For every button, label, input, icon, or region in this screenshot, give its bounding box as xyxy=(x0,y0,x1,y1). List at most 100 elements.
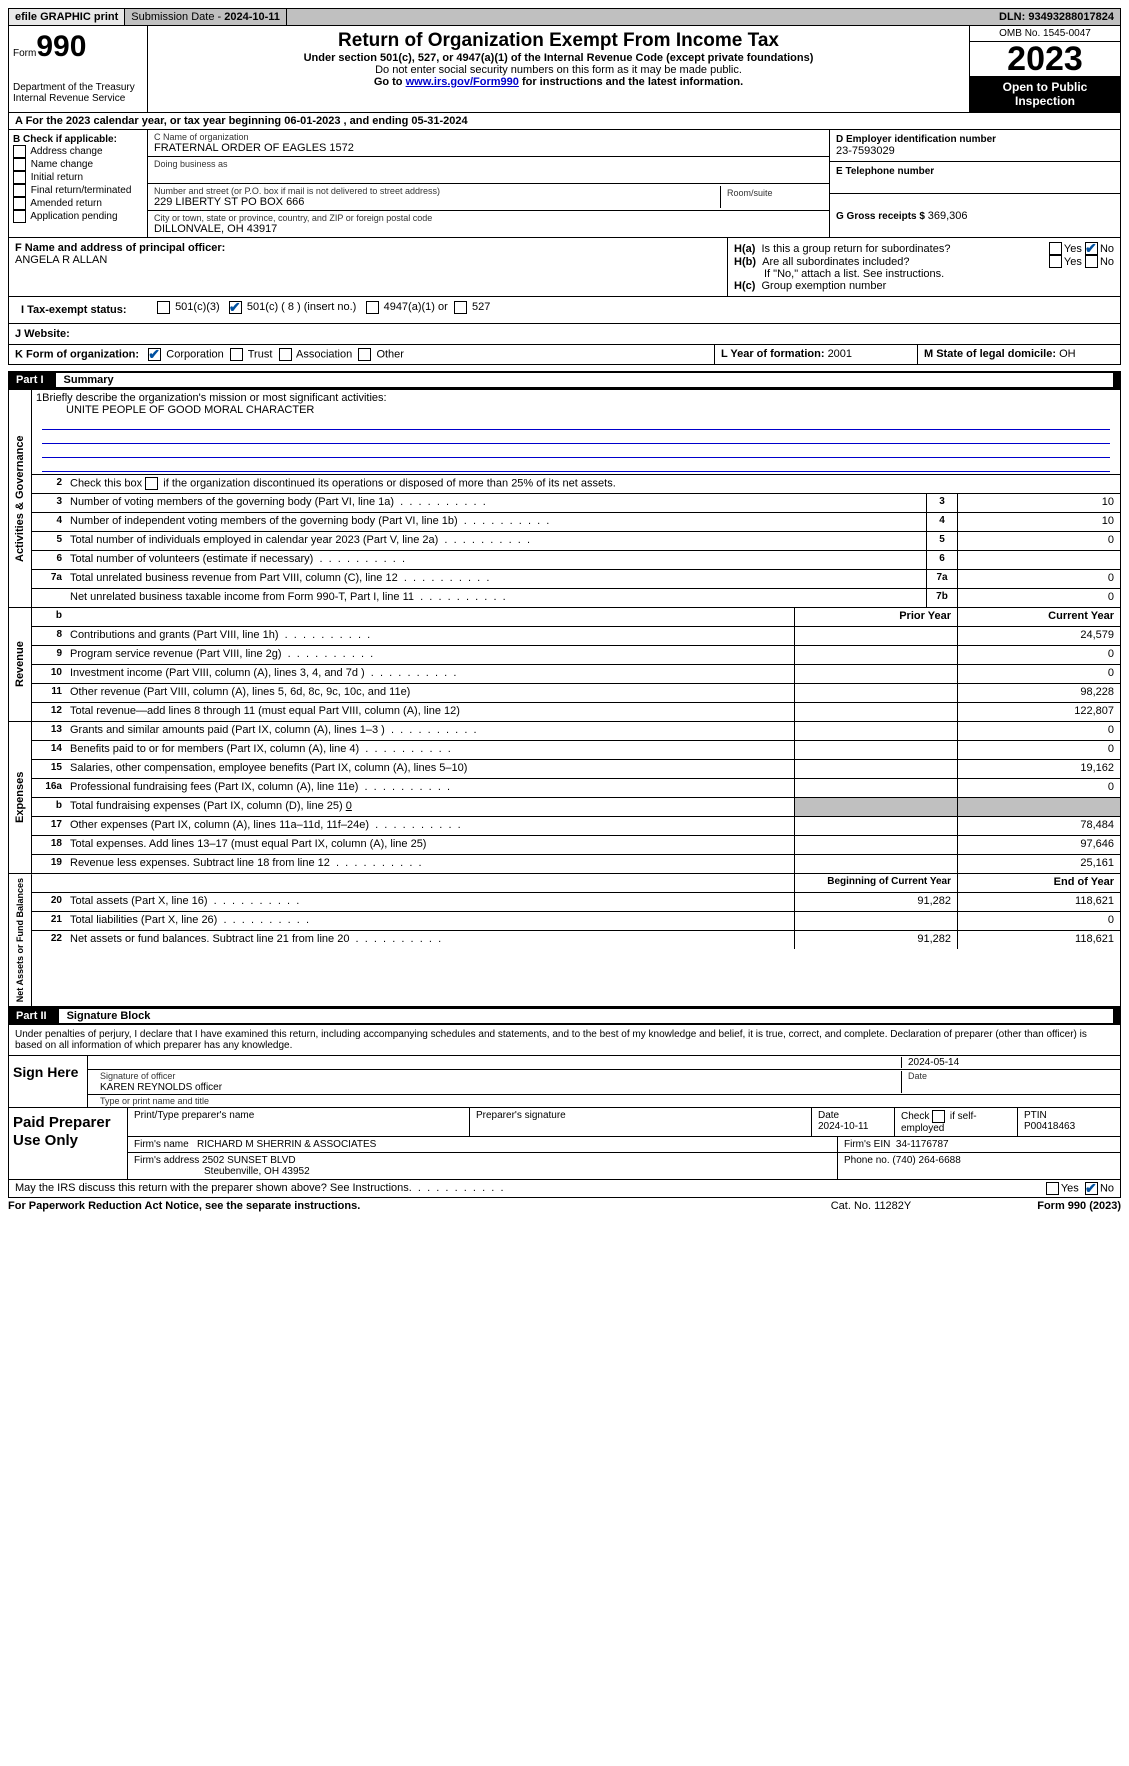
cb-initial-return[interactable]: Initial return xyxy=(13,171,143,184)
sig-declare: Under penalties of perjury, I declare th… xyxy=(9,1025,1120,1055)
prep-date: 2024-10-11 xyxy=(818,1121,868,1132)
cb-4947[interactable] xyxy=(366,301,379,314)
form-header: Form990 Department of the Treasury Inter… xyxy=(8,26,1121,113)
line-7b-val: 0 xyxy=(957,589,1120,607)
side-label-governance: Activities & Governance xyxy=(9,390,32,607)
cb-amended[interactable]: Amended return xyxy=(13,197,143,210)
top-bar: efile GRAPHIC print Submission Date - 20… xyxy=(8,8,1121,26)
box-d: D Employer identification number 23-7593… xyxy=(830,130,1120,162)
cb-discuss-yes[interactable] xyxy=(1046,1182,1059,1195)
box-c: C Name of organization FRATERNAL ORDER O… xyxy=(148,130,829,237)
efile-print-button[interactable]: efile GRAPHIC print xyxy=(9,9,125,25)
officer-name: KAREN REYNOLDS officer xyxy=(100,1082,222,1093)
mission-text: UNITE PEOPLE OF GOOD MORAL CHARACTER xyxy=(36,404,1116,416)
cb-name-change[interactable]: Name change xyxy=(13,158,143,171)
form-subtitle-2: Do not enter social security numbers on … xyxy=(152,64,965,76)
form-number: 990 xyxy=(36,30,86,63)
expenses-section: Expenses 13Grants and similar amounts pa… xyxy=(8,722,1121,874)
tax-year-line: A For the 2023 calendar year, or tax yea… xyxy=(8,113,1121,130)
box-i: I Tax-exempt status: 501(c)(3) 501(c) ( … xyxy=(8,297,1121,324)
cb-corp[interactable] xyxy=(148,348,161,361)
firm-name: RICHARD M SHERRIN & ASSOCIATES xyxy=(197,1139,376,1150)
cb-501c3[interactable] xyxy=(157,301,170,314)
cb-trust[interactable] xyxy=(230,348,243,361)
line-9-current: 0 xyxy=(957,646,1120,664)
side-label-expenses: Expenses xyxy=(9,722,32,873)
part-2-header: Part II Signature Block xyxy=(8,1007,1121,1025)
public-inspection: Open to Public Inspection xyxy=(970,76,1120,112)
hb-note: If "No," attach a list. See instructions… xyxy=(734,268,1114,280)
submission-date: Submission Date - 2024-10-11 xyxy=(125,9,287,25)
cb-ha-yes[interactable] xyxy=(1049,242,1062,255)
revenue-section: Revenue bPrior YearCurrent Year 8Contrib… xyxy=(8,608,1121,722)
dept-irs: Internal Revenue Service xyxy=(13,93,143,104)
form-footer: Form 990 (2023) xyxy=(971,1200,1121,1212)
cb-final-return[interactable]: Final return/terminated xyxy=(13,184,143,197)
box-h: H(a) Is this a group return for subordin… xyxy=(728,238,1120,296)
line-10-current: 0 xyxy=(957,665,1120,683)
part-1-header: Part I Summary xyxy=(8,371,1121,389)
line-17-current: 78,484 xyxy=(957,817,1120,835)
cb-other[interactable] xyxy=(358,348,371,361)
line-8-current: 24,579 xyxy=(957,627,1120,645)
irs-link[interactable]: www.irs.gov/Form990 xyxy=(406,76,519,88)
line-19-current: 25,161 xyxy=(957,855,1120,873)
ptin: P00418463 xyxy=(1024,1121,1075,1132)
cb-assoc[interactable] xyxy=(279,348,292,361)
cb-hb-yes[interactable] xyxy=(1049,255,1062,268)
form-subtitle-3: Go to www.irs.gov/Form990 for instructio… xyxy=(152,76,965,88)
box-m: M State of legal domicile: OH xyxy=(917,345,1120,364)
box-j: J Website: xyxy=(8,324,1121,345)
box-hc: H(c) Group exemption number xyxy=(734,280,1114,292)
city-state-zip: DILLONVALE, OH 43917 xyxy=(154,223,823,235)
cb-address-change[interactable]: Address change xyxy=(13,145,143,158)
cb-self-employed[interactable] xyxy=(932,1110,945,1123)
cb-discontinued[interactable] xyxy=(145,477,158,490)
box-l: L Year of formation: 2001 xyxy=(714,345,917,364)
ein-value: 23-7593029 xyxy=(836,145,1114,157)
paid-preparer-label: Paid Preparer Use Only xyxy=(9,1108,128,1179)
line-21-end: 0 xyxy=(957,912,1120,930)
firm-phone: (740) 264-6688 xyxy=(892,1155,960,1166)
dept-treasury: Department of the Treasury xyxy=(13,82,143,93)
cb-ha-no[interactable] xyxy=(1085,242,1098,255)
street-address: 229 LIBERTY ST PO BOX 666 xyxy=(154,196,720,208)
box-e: E Telephone number xyxy=(830,162,1120,194)
line-22-end: 118,621 xyxy=(957,931,1120,949)
cb-501c[interactable] xyxy=(229,301,242,314)
line-13-current: 0 xyxy=(957,722,1120,740)
tax-year: 2023 xyxy=(970,42,1120,76)
side-label-revenue: Revenue xyxy=(9,608,32,721)
box-g: G Gross receipts $ 369,306 xyxy=(830,194,1120,226)
line-3-val: 10 xyxy=(957,494,1120,512)
dba-label: Doing business as xyxy=(154,159,823,169)
line-21-begin xyxy=(794,912,957,930)
firm-addr1: 2502 SUNSET BLVD xyxy=(202,1155,296,1166)
line-15-current: 19,162 xyxy=(957,760,1120,778)
line-7a-val: 0 xyxy=(957,570,1120,588)
form-label: Form xyxy=(13,48,36,59)
sign-here-label: Sign Here xyxy=(9,1056,88,1107)
firm-ein: 34-1176787 xyxy=(896,1139,949,1150)
form-subtitle-1: Under section 501(c), 527, or 4947(a)(1)… xyxy=(152,52,965,64)
line-4-val: 10 xyxy=(957,513,1120,531)
box-f: F Name and address of principal officer:… xyxy=(9,238,728,296)
discuss-row: May the IRS discuss this return with the… xyxy=(8,1180,1121,1198)
cb-hb-no[interactable] xyxy=(1085,255,1098,268)
org-name-label: C Name of organization xyxy=(154,132,823,142)
line-18-current: 97,646 xyxy=(957,836,1120,854)
form-title: Return of Organization Exempt From Incom… xyxy=(152,30,965,52)
org-name: FRATERNAL ORDER OF EAGLES 1572 xyxy=(154,142,823,154)
line-5-val: 0 xyxy=(957,532,1120,550)
room-label: Room/suite xyxy=(727,188,817,198)
line-12-current: 122,807 xyxy=(957,703,1120,721)
city-label: City or town, state or province, country… xyxy=(154,213,823,223)
cb-pending[interactable]: Application pending xyxy=(13,210,143,223)
sig-date: 2024-05-14 xyxy=(902,1057,1114,1068)
cb-527[interactable] xyxy=(454,301,467,314)
line-20-end: 118,621 xyxy=(957,893,1120,911)
dln: DLN: 93493288017824 xyxy=(993,9,1120,25)
cb-discuss-no[interactable] xyxy=(1085,1182,1098,1195)
box-b: B Check if applicable: Address change Na… xyxy=(9,130,148,237)
addr-label: Number and street (or P.O. box if mail i… xyxy=(154,186,720,196)
